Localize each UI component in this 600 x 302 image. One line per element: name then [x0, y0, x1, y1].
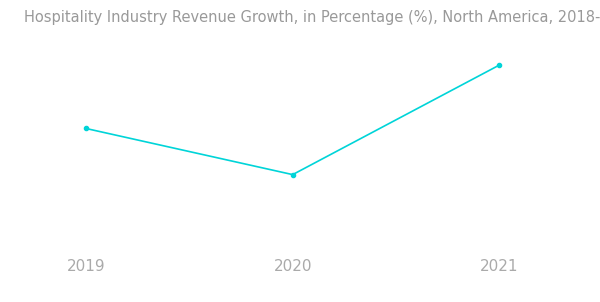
Text: Hospitality Industry Revenue Growth, in Percentage (%), North America, 2018-2021: Hospitality Industry Revenue Growth, in … — [24, 10, 600, 25]
